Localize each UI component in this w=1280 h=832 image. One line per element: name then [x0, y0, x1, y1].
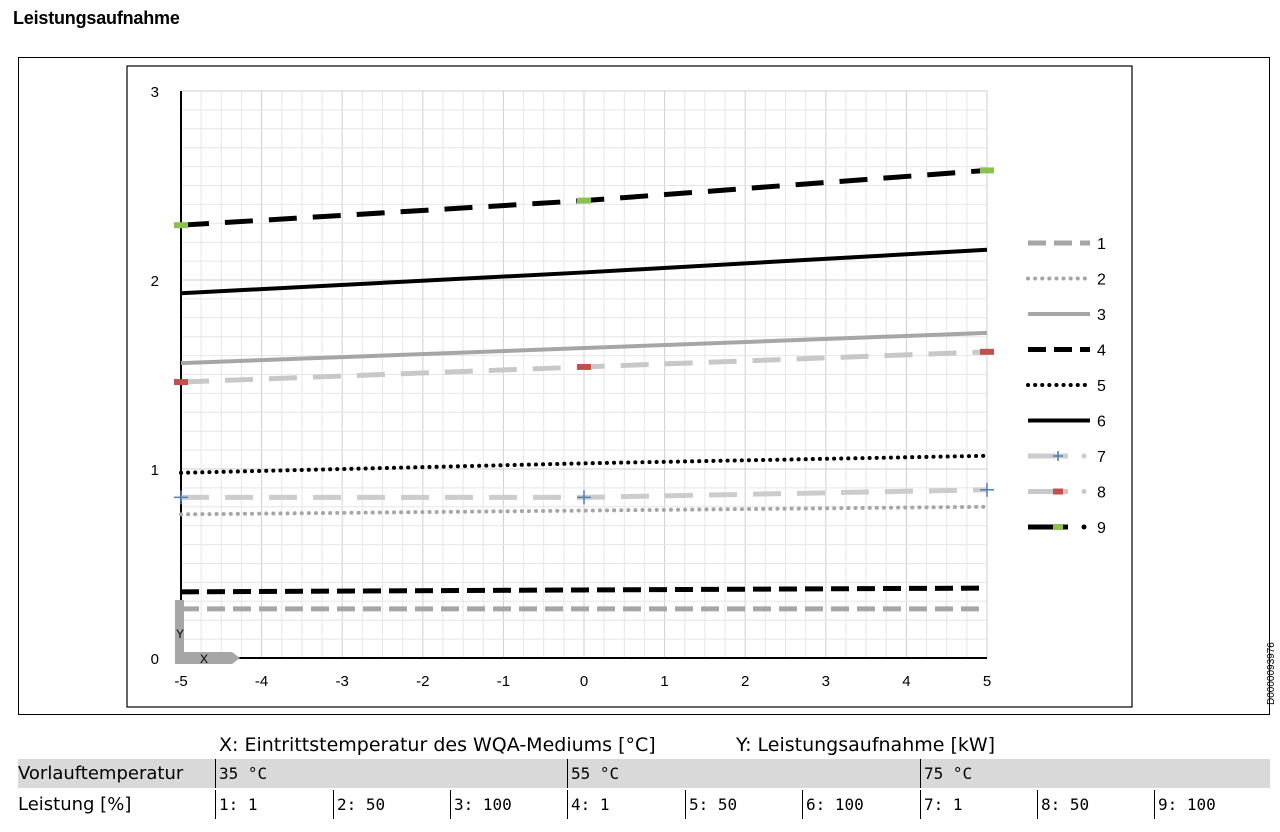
x-tick-label: -5	[174, 673, 187, 690]
table-cell: 1: 1	[215, 790, 258, 819]
axis-indicator-y-label: Y	[176, 627, 184, 641]
x-tick-label: 0	[580, 673, 588, 690]
axis-indicator-x-label: X	[200, 652, 208, 666]
x-tick-label: -1	[497, 673, 510, 690]
table-cell: 75 °C	[920, 759, 972, 788]
table-row-temperature: Vorlauftemperatur 35 °C 55 °C 75 °C	[18, 759, 1270, 788]
row-label-temperature: Vorlauftemperatur	[18, 763, 184, 784]
legend-label-2: 2	[1097, 272, 1106, 289]
series-line-3	[180, 330, 988, 366]
x-tick-label: 3	[822, 673, 830, 690]
marker-dash-legend-8	[1053, 488, 1063, 495]
table-cell: 8: 50	[1037, 790, 1089, 819]
marker-dash-9	[577, 197, 591, 204]
x-tick-label: -3	[336, 673, 349, 690]
x-tick-label: -4	[255, 673, 268, 690]
legend-label-7: 7	[1097, 449, 1106, 466]
legend-label-5: 5	[1097, 378, 1106, 395]
series-line-2	[179, 504, 989, 517]
legend-swatch-dot-9	[1081, 524, 1087, 530]
row-label-power: Leistung [%]	[18, 794, 132, 815]
series-line-6	[180, 247, 988, 296]
table-cell: 3: 100	[450, 790, 512, 819]
marker-dash-8	[577, 363, 591, 370]
marker-dash-legend-9	[1053, 524, 1063, 530]
legend-label-9: 9	[1097, 520, 1106, 537]
y-tick-label: 2	[151, 273, 159, 290]
x-tick-label: 4	[902, 673, 910, 690]
y-axis-caption: Y: Leistungsaufnahme [kW]	[736, 734, 996, 756]
legend-swatch-dot-8	[1081, 489, 1087, 494]
legend-label-6: 6	[1097, 414, 1106, 431]
y-tick-label: 0	[151, 651, 159, 668]
marker-dash-9	[980, 167, 994, 174]
legend-label-3: 3	[1097, 307, 1106, 324]
table-cell: 6: 100	[802, 790, 864, 819]
x-tick-label: 1	[660, 673, 668, 690]
table-cell: 55 °C	[567, 759, 619, 788]
table-cell: 35 °C	[215, 759, 267, 788]
legend-label-4: 4	[1097, 343, 1106, 360]
series-line-4	[180, 585, 988, 595]
table-cell: 7: 1	[920, 790, 963, 819]
legend-label-1: 1	[1097, 236, 1106, 253]
legend-label-8: 8	[1097, 485, 1106, 502]
marker-dash-9	[174, 222, 188, 229]
table-cell: 2: 50	[333, 790, 385, 819]
marker-dash-8	[980, 348, 994, 355]
chart-area-frame	[126, 65, 1133, 708]
document-id: D0000093976	[1266, 642, 1277, 705]
marker-dash-8	[174, 379, 188, 386]
x-axis-caption: X: Eintrittstemperatur des WQA-Mediums […	[219, 734, 656, 756]
table-cell: 4: 1	[567, 790, 610, 819]
x-tick-label: 2	[741, 673, 749, 690]
y-tick-label: 1	[151, 462, 159, 479]
x-tick-label: 5	[983, 673, 991, 690]
legend-swatch-dot-7	[1081, 453, 1087, 459]
series-line-5	[179, 453, 989, 475]
y-tick-label: 3	[151, 84, 159, 101]
page-title: Leistungsaufnahme	[13, 8, 180, 28]
table-cell: 5: 50	[685, 790, 737, 819]
table-row-power: Leistung [%] 1: 1 2: 50 3: 100 4: 1 5: 5…	[18, 790, 1270, 819]
x-tick-label: -2	[416, 673, 429, 690]
table-cell: 9: 100	[1154, 790, 1216, 819]
figure-frame	[18, 57, 1270, 715]
